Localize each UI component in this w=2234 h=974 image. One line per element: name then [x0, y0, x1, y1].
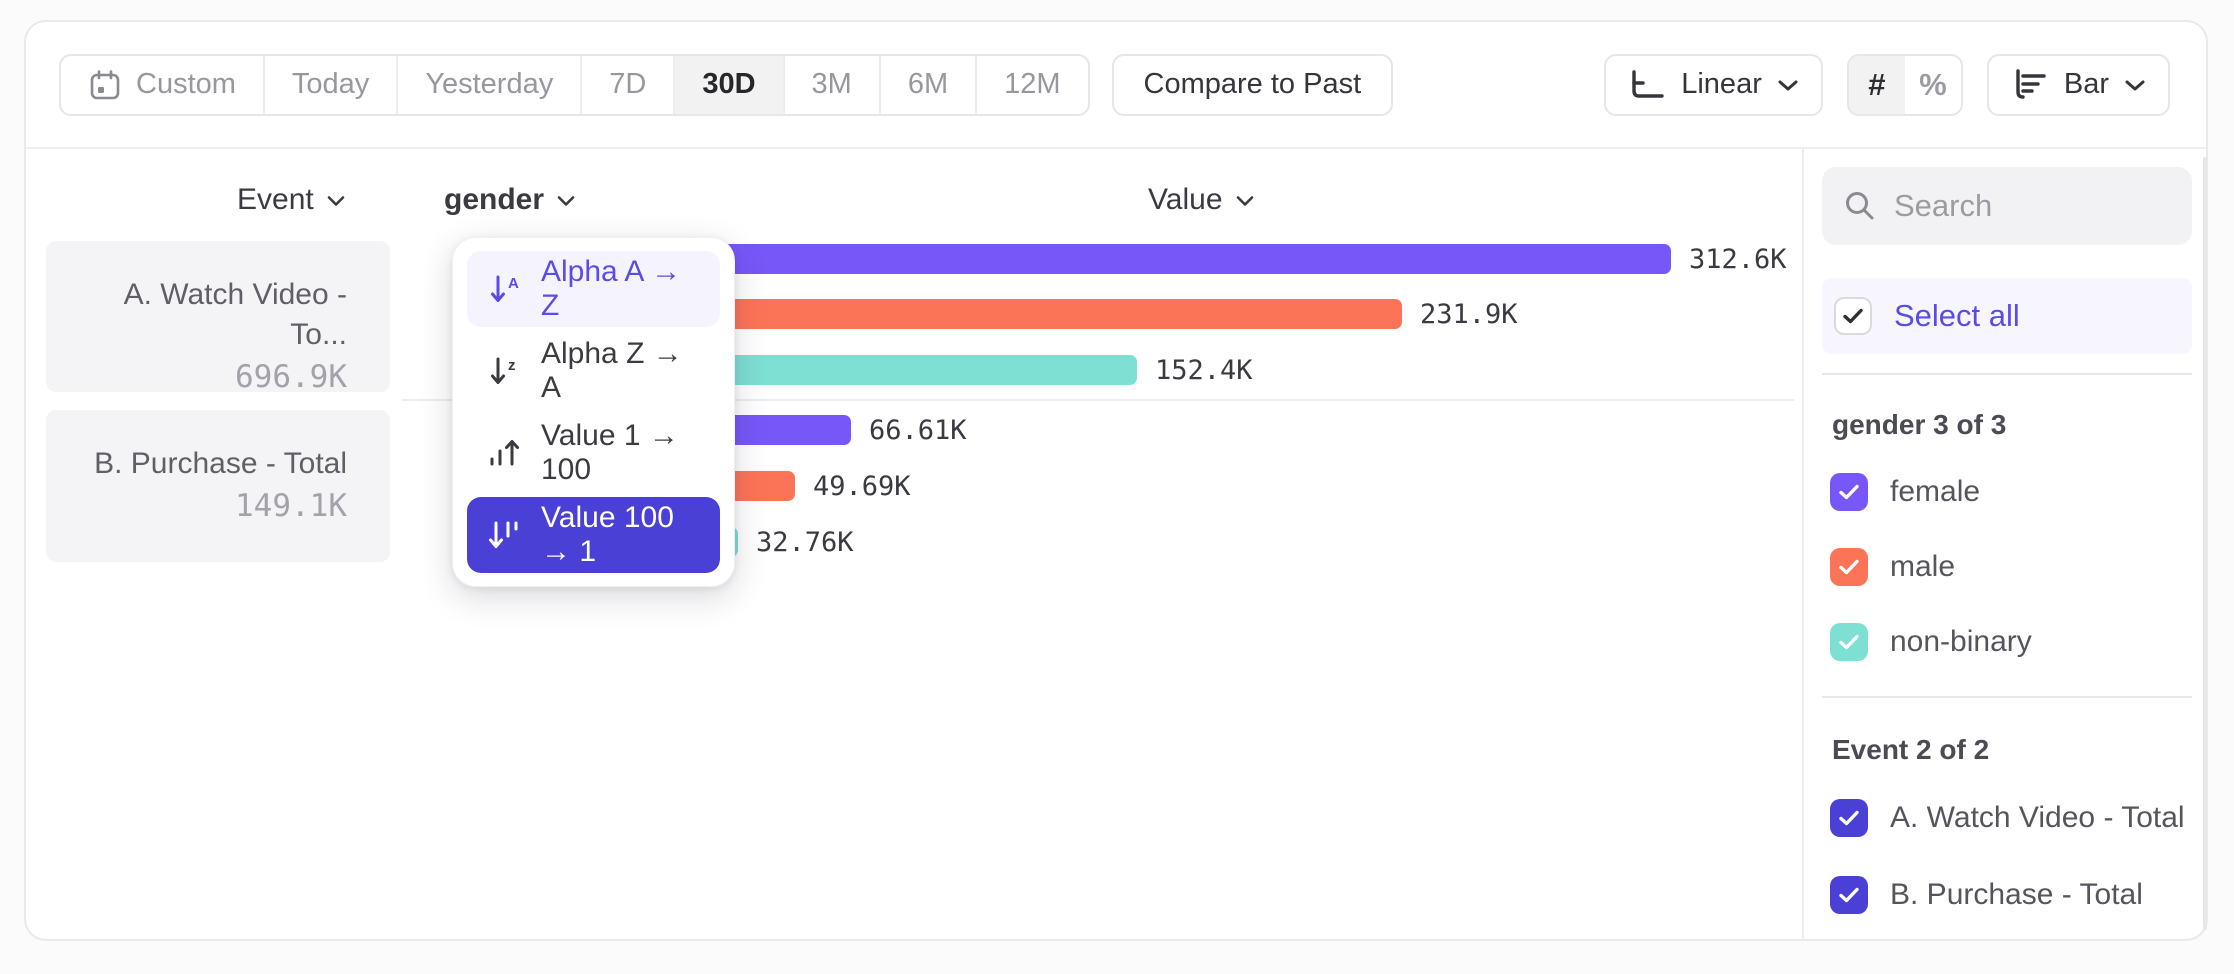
search-icon — [1842, 188, 1878, 224]
svg-text:z: z — [508, 357, 516, 374]
calendar-icon — [88, 68, 122, 102]
value-format-toggle: # % — [1846, 53, 1963, 116]
bar-male[interactable] — [629, 299, 1402, 329]
format-percent-option[interactable]: % — [1919, 66, 1947, 102]
date-preset-30d[interactable]: 30D — [675, 55, 785, 114]
segment-row-female[interactable]: female — [1822, 468, 2192, 516]
toolbar: Custom Today Yesterday 7D 30D 3M 6M 12M … — [26, 22, 2206, 149]
chevron-down-icon — [557, 195, 575, 206]
date-preset-12m[interactable]: 12M — [1004, 68, 1061, 100]
select-all-label: Select all — [1894, 298, 2020, 333]
sort-option-label: Value 1 → 100 — [541, 419, 679, 486]
chevron-down-icon — [2124, 78, 2146, 92]
format-absolute-option[interactable]: # — [1848, 55, 1905, 114]
chevron-down-icon — [1777, 78, 1799, 92]
scale-select-label: Linear — [1681, 68, 1762, 100]
linear-axis-icon — [1628, 68, 1666, 102]
value-column-header[interactable]: Value — [1148, 180, 1255, 220]
event-name: B. Purchase - Total — [94, 447, 347, 480]
event-checkbox[interactable] — [1830, 876, 1868, 914]
sort-value-asc-icon — [485, 435, 525, 471]
date-preset-yesterday[interactable]: Yesterday — [398, 55, 583, 114]
event-row-watch-video[interactable]: A. Watch Video - Total — [1822, 794, 2192, 842]
chevron-down-icon — [327, 195, 345, 206]
sidebar-scrollbar[interactable] — [2203, 157, 2207, 930]
select-all-row[interactable]: Select all — [1822, 278, 2192, 354]
event-section-title: Event 2 of 2 — [1832, 734, 1990, 765]
sort-option-alpha-asc[interactable]: A Alpha A → Z — [467, 251, 720, 327]
event-name: A. Watch Video - To... — [123, 278, 347, 351]
chevron-down-icon — [1236, 195, 1253, 206]
sort-alpha-asc-icon: A — [485, 271, 525, 307]
event-total: 149.1K — [235, 488, 347, 524]
sort-value-desc-icon — [485, 517, 525, 553]
sort-option-label: Alpha A → Z — [541, 255, 682, 322]
chart-type-select[interactable]: Bar — [1986, 53, 2170, 116]
bar-female[interactable] — [629, 244, 1671, 274]
bar-value-label: 49.69K — [813, 470, 911, 502]
svg-text:A: A — [508, 275, 519, 292]
sidebar-section-divider — [1822, 696, 2192, 698]
event-column-header[interactable]: Event — [237, 180, 346, 220]
sort-option-value-asc[interactable]: Value 1 → 100 — [467, 415, 720, 491]
sort-option-alpha-desc[interactable]: z Alpha Z → A — [467, 333, 720, 409]
search-input[interactable] — [1894, 188, 2172, 224]
chart-type-label: Bar — [2063, 68, 2109, 100]
segment-row-non-binary[interactable]: non-binary — [1822, 618, 2192, 666]
breakdown-section-title: gender 3 of 3 — [1832, 409, 2007, 440]
date-preset-custom[interactable]: Custom — [61, 55, 265, 114]
segment-checkbox[interactable] — [1830, 548, 1868, 586]
date-preset-3m[interactable]: 3M — [785, 55, 881, 114]
date-preset-label: Custom — [136, 68, 236, 100]
bar-value-label: 152.4K — [1155, 354, 1253, 386]
date-preset-6m[interactable]: 6M — [881, 55, 978, 114]
scale-select[interactable]: Linear — [1604, 53, 1823, 116]
event-checkbox[interactable] — [1830, 799, 1868, 837]
report-card: Custom Today Yesterday 7D 30D 3M 6M 12M … — [24, 20, 2208, 941]
compare-to-past-button[interactable]: Compare to Past — [1111, 53, 1394, 116]
select-all-checkbox[interactable] — [1834, 297, 1872, 335]
bar-row: 312.6K — [629, 243, 1787, 275]
sort-option-label: Value 100 → 1 — [541, 501, 674, 568]
segment-row-male[interactable]: male — [1822, 543, 2192, 591]
chart-controls: Linear # % Bar — [1604, 53, 2170, 116]
bar-value-label: 66.61K — [869, 414, 967, 446]
segment-checkbox[interactable] — [1830, 473, 1868, 511]
sidebar-divider — [1802, 149, 1804, 941]
event-total: 696.9K — [235, 359, 347, 395]
sidebar-section-divider — [1822, 373, 2192, 375]
date-preset-today[interactable]: Today — [265, 55, 399, 114]
date-preset-7d[interactable]: 7D — [582, 55, 676, 114]
sidebar-search — [1822, 167, 2192, 245]
bar-value-label: 32.76K — [756, 526, 854, 558]
date-range-picker: Custom Today Yesterday 7D 30D 3M 6M 12M — [59, 53, 1090, 116]
bar-chart-icon — [2011, 67, 2049, 103]
event-row-purchase[interactable]: B. Purchase - Total — [1822, 871, 2192, 919]
sort-alpha-desc-icon: z — [485, 353, 525, 389]
sort-option-value-desc[interactable]: Value 100 → 1 — [467, 497, 720, 573]
sort-option-label: Alpha Z → A — [541, 337, 683, 404]
event-card-b[interactable]: B. Purchase - Total 149.1K — [46, 410, 390, 562]
bar-row: 231.9K — [629, 298, 1518, 330]
sort-menu: A Alpha A → Z z Alpha Z → A — [452, 237, 735, 587]
bar-value-label: 312.6K — [1689, 243, 1787, 275]
bar-value-label: 231.9K — [1420, 298, 1518, 330]
segment-checkbox[interactable] — [1830, 623, 1868, 661]
event-card-a[interactable]: A. Watch Video - To... 696.9K — [46, 241, 390, 395]
breakdown-column-header[interactable]: gender — [444, 180, 576, 220]
group-divider — [402, 399, 1794, 401]
